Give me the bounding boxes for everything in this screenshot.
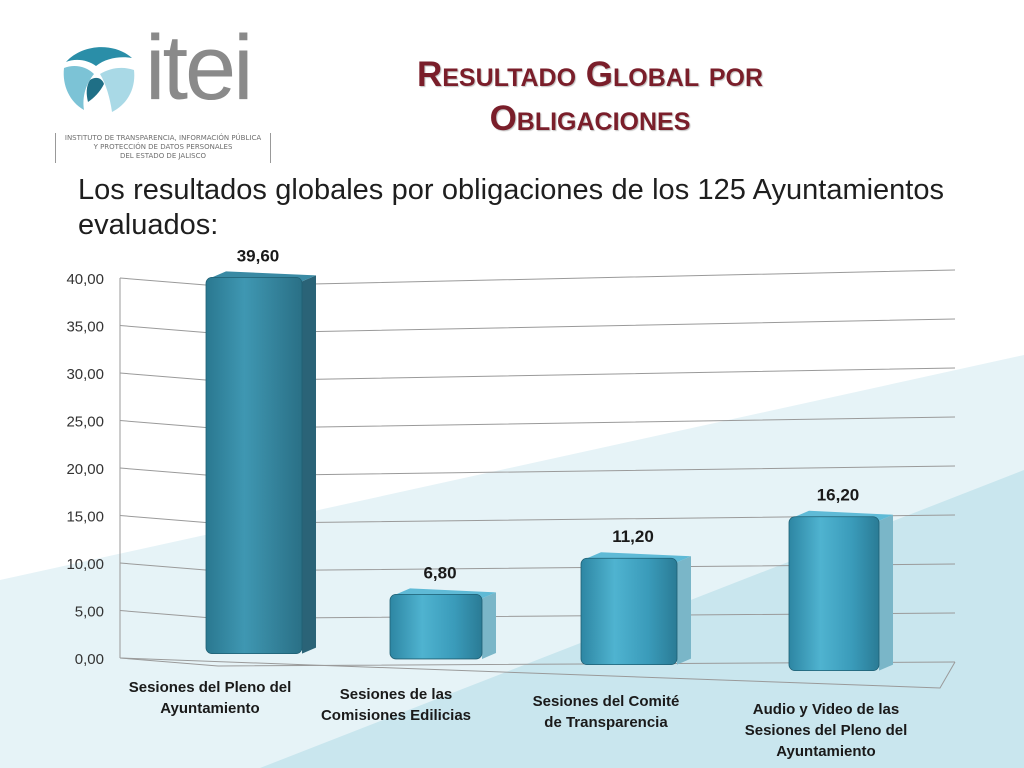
logo-subtitle: INSTITUTO DE TRANSPARENCIA, INFORMACIÓN … <box>55 133 271 163</box>
x-category-line: Sesiones del Pleno del <box>129 679 292 696</box>
logo-sub-line3: DEL ESTADO DE JALISCO <box>119 152 207 160</box>
x-category-line: Audio y Video de las <box>753 701 899 718</box>
y-tick-label: 30,00 <box>66 366 104 383</box>
y-tick-label: 10,00 <box>66 556 104 573</box>
x-category-line: Ayuntamiento <box>160 700 259 717</box>
y-tick-label: 25,00 <box>66 414 104 431</box>
bar-side <box>677 556 691 665</box>
bar-front <box>389 593 483 660</box>
intro-text: Los resultados globales por obligaciones… <box>78 174 944 241</box>
x-category-label: Sesiones del Comité de Transparencia <box>533 693 680 731</box>
x-category-line: Comisiones Edilicias <box>321 707 471 724</box>
bar <box>580 552 691 666</box>
x-category-line: de Transparencia <box>544 714 668 731</box>
x-category-label: Audio y Video de las Sesiones del Pleno d… <box>745 701 908 760</box>
bar-front <box>788 516 880 672</box>
y-tick-label: 35,00 <box>66 319 104 336</box>
title-line2: Obligaciones <box>489 99 691 138</box>
logo-wordmark: itei <box>145 17 254 119</box>
bar-side <box>302 275 316 654</box>
chart-labels: 0,00 5,00 10,00 15,00 20,00 25,00 30,00 35,00 40… <box>66 246 907 760</box>
bar <box>389 588 496 660</box>
data-label: 16,20 <box>817 486 860 505</box>
chart-bars <box>205 271 893 672</box>
bar-side <box>482 592 496 659</box>
y-tick-label: 15,00 <box>66 509 104 526</box>
y-tick-label: 0,00 <box>75 651 104 668</box>
slide-title: Resultado Global por Obligaciones <box>330 53 850 141</box>
logo-sub-line2: Y PROTECCIÓN DE DATOS PERSONALES <box>93 143 233 151</box>
bar-front <box>580 557 678 666</box>
y-tick-label: 5,00 <box>75 604 104 621</box>
data-label: 11,20 <box>612 527 654 546</box>
bar-side <box>879 514 893 671</box>
title-line1: Resultado Global por <box>416 55 763 94</box>
bar-front <box>205 276 303 654</box>
x-category-line: Sesiones del Comité <box>533 693 680 710</box>
itei-logo-icon <box>63 47 135 112</box>
logo-sub-line1: INSTITUTO DE TRANSPARENCIA, INFORMACIÓN … <box>64 134 262 142</box>
x-category-label: Sesiones del Pleno del Ayuntamiento <box>129 679 292 717</box>
x-category-line: Ayuntamiento <box>776 743 875 760</box>
y-tick-label: 20,00 <box>66 461 104 478</box>
data-label: 6,80 <box>423 563 456 582</box>
bar <box>788 510 893 672</box>
y-tick-label: 40,00 <box>66 271 104 288</box>
x-category-line: Sesiones del Pleno del <box>745 722 908 739</box>
x-category-line: Sesiones de las <box>340 686 453 703</box>
x-category-label: Sesiones de las Comisiones Edilicias <box>321 686 471 724</box>
gridline <box>119 657 956 667</box>
data-label: 39,60 <box>237 246 280 265</box>
bar <box>205 271 316 654</box>
floor-edge <box>119 657 956 689</box>
